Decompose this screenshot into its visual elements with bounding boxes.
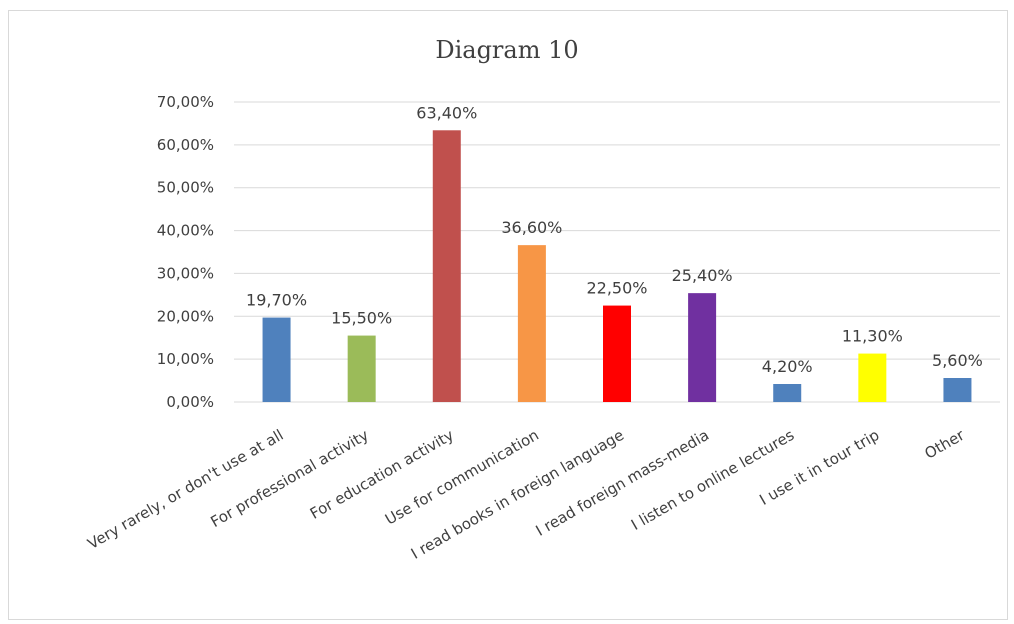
x-tick-label: I listen to online lectures [628, 426, 797, 534]
x-tick-label: For education activity [307, 426, 457, 523]
y-tick-label: 40,00% [157, 222, 214, 240]
bar [432, 130, 461, 403]
bar [603, 305, 631, 402]
data-label: 63,40% [416, 103, 477, 122]
y-tick-label: 60,00% [157, 136, 214, 154]
bars [262, 130, 972, 403]
x-tick-label: Other [922, 425, 969, 462]
chart-frame [8, 10, 1008, 620]
y-tick-label: 30,00% [157, 264, 214, 282]
y-tick-label: 10,00% [157, 350, 214, 368]
data-label: 25,40% [672, 266, 733, 285]
data-labels: 19,70% 15,50% 63,40% 36,60% 22,50% 25,40% 4,20… [246, 103, 983, 376]
bar [262, 317, 291, 402]
data-label: 5,60% [932, 351, 983, 370]
data-label: 11,30% [842, 327, 903, 346]
y-tick-label: 50,00% [157, 179, 214, 197]
x-tick-label: Use for communication [382, 426, 542, 529]
data-label: 22,50% [586, 279, 647, 298]
bar [773, 384, 802, 402]
bar [347, 335, 376, 402]
bar [858, 353, 887, 402]
y-tick-label: 20,00% [157, 307, 214, 325]
x-tick-label: For professional activity [208, 426, 372, 531]
bar [943, 378, 972, 402]
data-label: 4,20% [762, 357, 813, 376]
chart-title: Diagram 10 [435, 36, 579, 64]
data-label: 36,60% [501, 218, 562, 237]
bar [517, 245, 546, 402]
bar [688, 293, 717, 402]
y-tick-label: 70,00% [157, 93, 214, 111]
y-tick-label: 0,00% [166, 393, 214, 411]
y-axis-ticks: 0,00% 10,00% 20,00% 30,00% 40,00% 50,00% 60,00… [157, 93, 214, 411]
data-label: 15,50% [331, 309, 392, 328]
data-label: 19,70% [246, 291, 307, 310]
